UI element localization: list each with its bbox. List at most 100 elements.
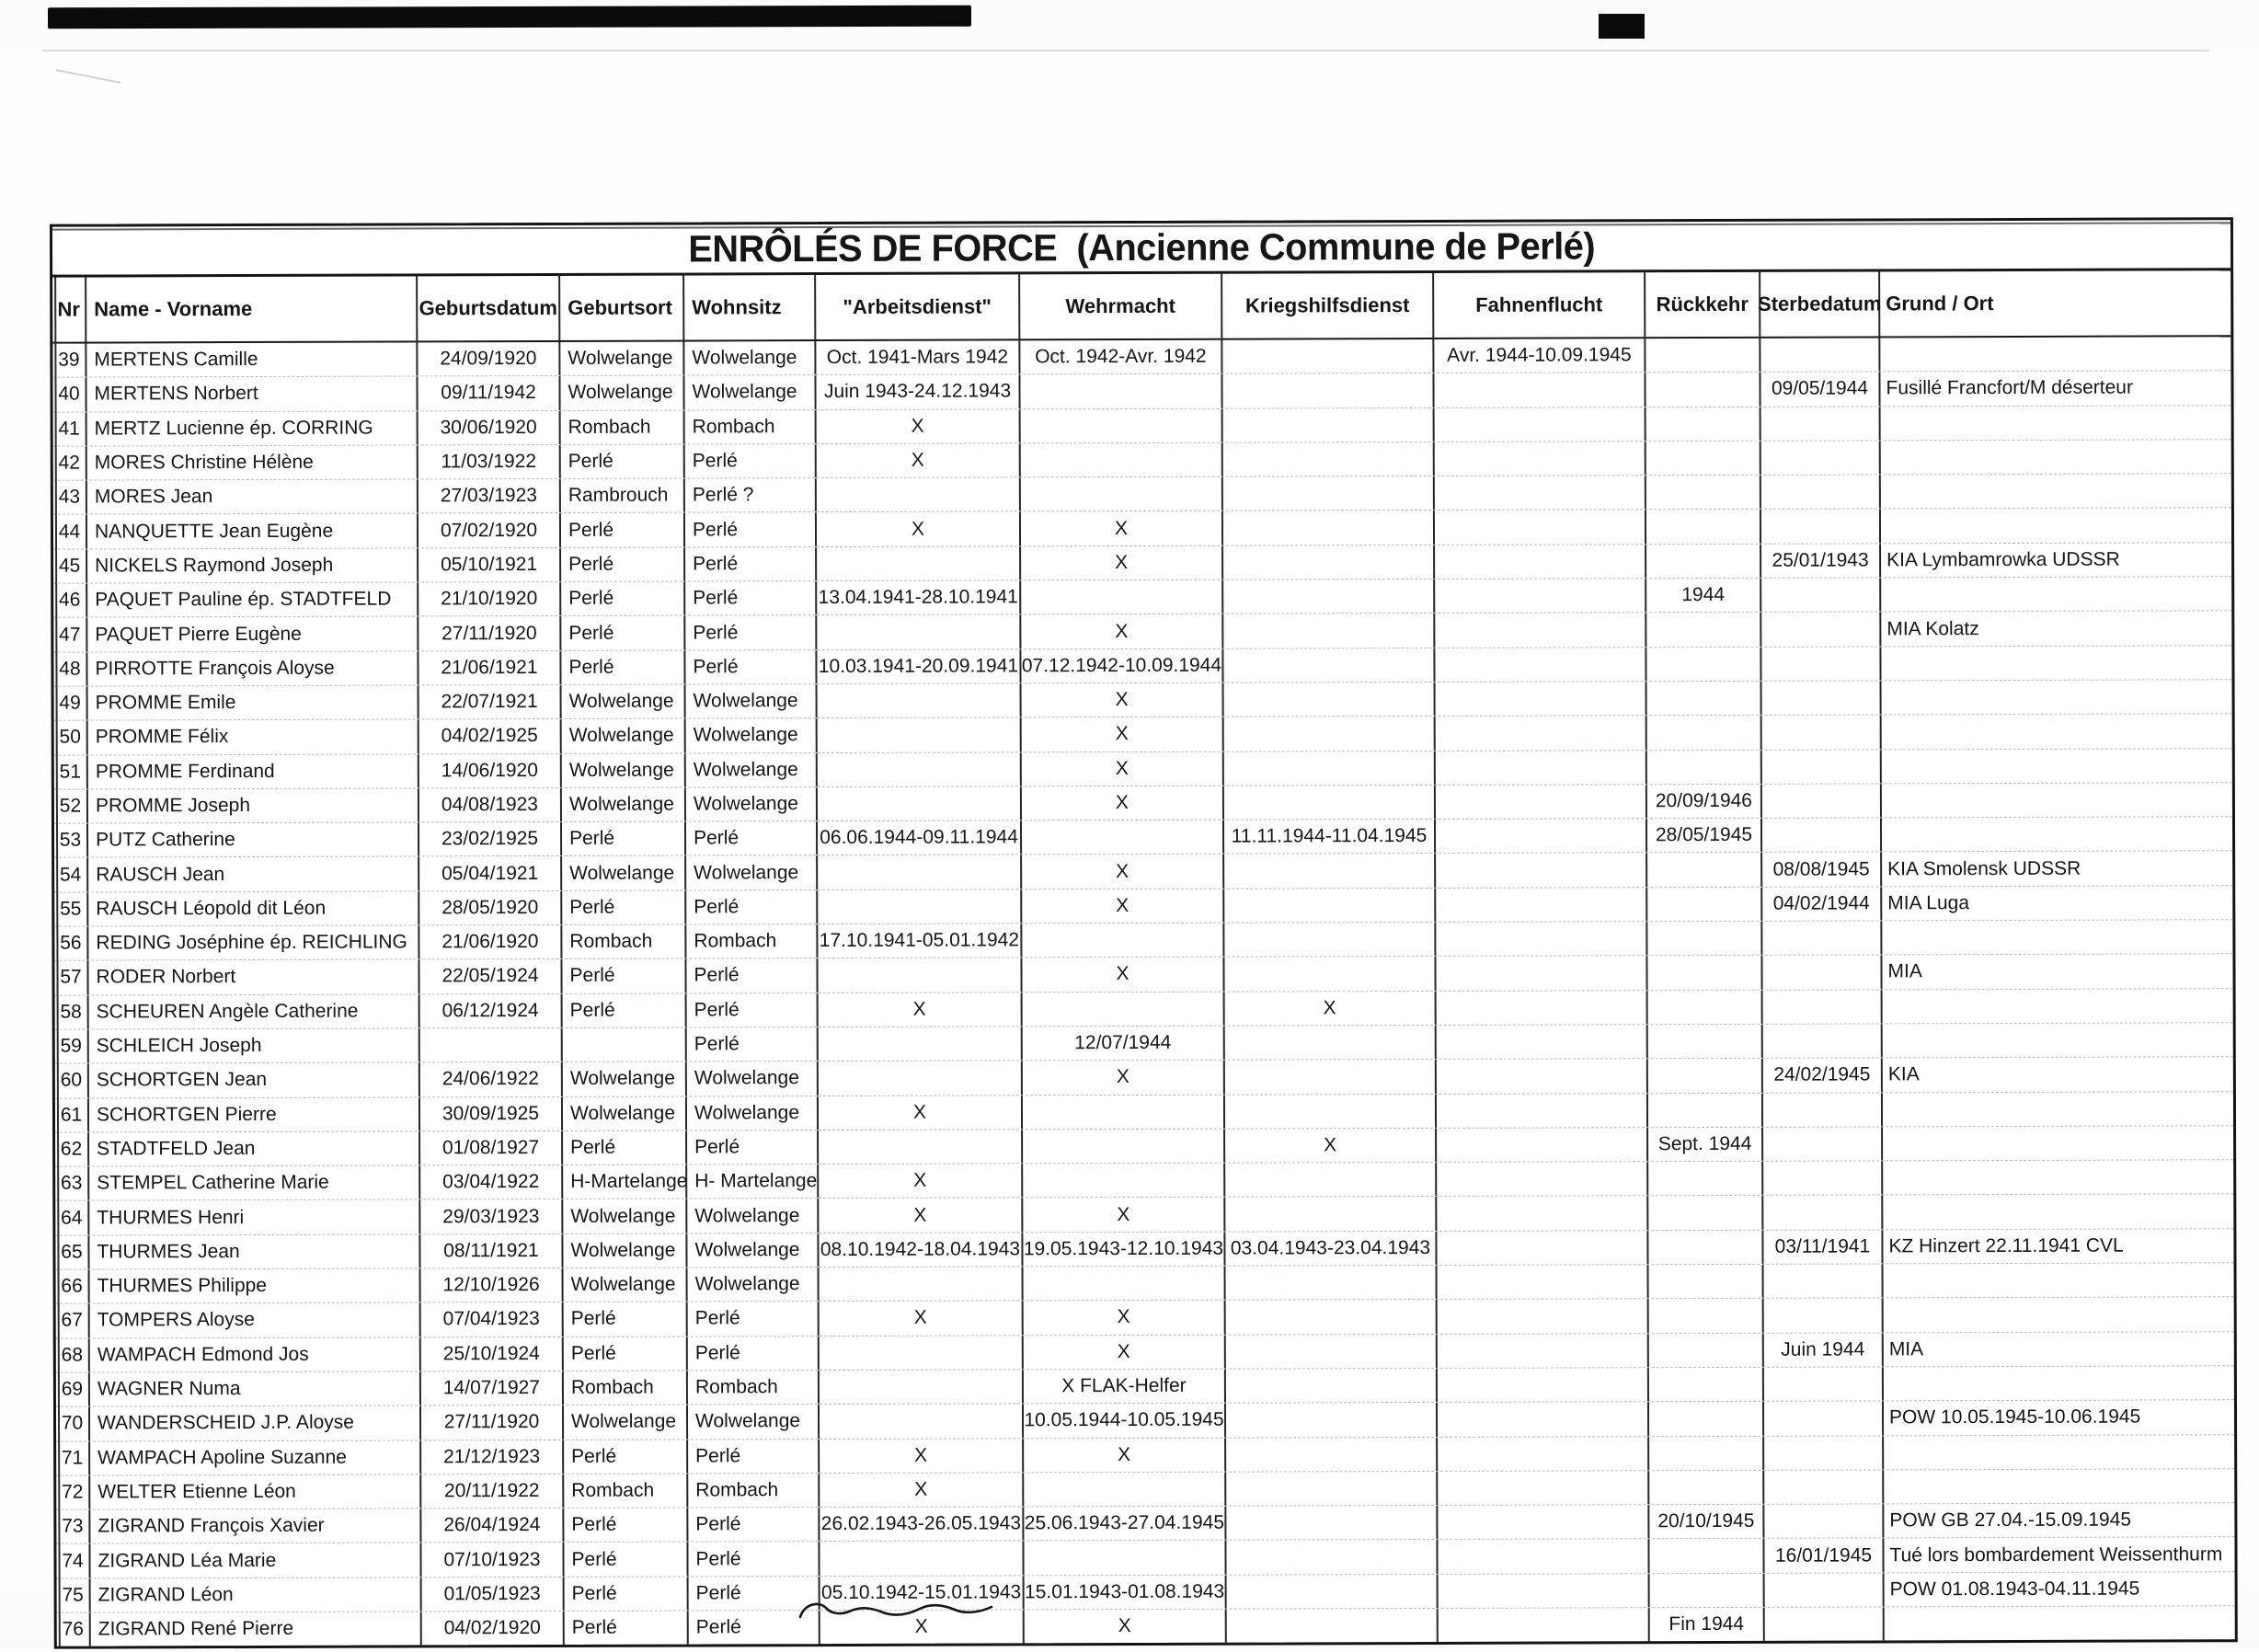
- table-cell: Perlé: [688, 1439, 820, 1474]
- table-cell: [1760, 441, 1881, 476]
- table-cell: X: [1225, 1128, 1438, 1163]
- table-cell: POW GB 27.04.-15.09.1945: [1889, 1509, 2132, 1532]
- table-cell: [1223, 717, 1436, 751]
- table-cell: Sept. 1944: [1648, 1127, 1764, 1162]
- table-cell: [1434, 373, 1646, 407]
- table-cell: TOMPERS Aloyse: [89, 1302, 421, 1338]
- table-cell: [1763, 1264, 1884, 1299]
- table-cell: 13.04.1941-28.10.1941: [817, 580, 1022, 615]
- table-cell: RAUSCH Léopold dit Léon: [88, 891, 420, 926]
- column-header: Kriegshilfsdienst: [1222, 272, 1435, 338]
- column-header: Name - Vorname: [86, 276, 419, 342]
- table-cell: [1648, 1161, 1764, 1196]
- table-cell: MORES Christine Hélène: [86, 445, 419, 480]
- page-title: ENRÔLÉS DE FORCE (Ancienne Commune de Pe…: [688, 224, 1596, 270]
- table-cell: [1222, 338, 1435, 373]
- table-cell: [1223, 579, 1436, 614]
- table-cell: X: [819, 1198, 1024, 1233]
- table-cell: [819, 1370, 1024, 1405]
- table-cell: Wolwelange: [687, 1268, 820, 1302]
- table-cell: Tué lors bombardement Weissenthurm: [1889, 1543, 2223, 1566]
- table-cell: Wolwelange: [561, 684, 686, 719]
- table-cell: Perlé: [688, 1542, 820, 1577]
- table-cell: [1225, 1368, 1438, 1403]
- table-cell: 1944: [1646, 578, 1762, 613]
- table-cell: [1225, 1403, 1439, 1438]
- table-cell: 17.10.1941-05.01.1942: [818, 924, 1023, 958]
- table-cell: [1882, 817, 2236, 852]
- table-cell: Wolwelange: [685, 786, 818, 821]
- table-cell: 26/04/1924: [421, 1509, 565, 1543]
- table-cell: [1763, 1127, 1884, 1161]
- table-cell: 40: [52, 377, 87, 412]
- table-cell: [819, 1267, 1024, 1302]
- table-cell: SCHLEICH Joseph: [88, 1028, 420, 1063]
- table-cell: 27/11/1920: [420, 1405, 565, 1440]
- table-cell: [818, 1061, 1023, 1096]
- table-cell: [1646, 338, 1761, 373]
- table-cell: [1225, 1265, 1438, 1300]
- table-cell: POW 01.08.1943-04.11.1945: [1889, 1577, 2140, 1600]
- table-cell: 04/02/1925: [419, 719, 562, 753]
- table-cell: [818, 889, 1023, 924]
- table-cell: Fin 1944: [1649, 1607, 1765, 1642]
- table-cell: 26.02.1943-26.05.1943: [820, 1507, 1025, 1542]
- table-cell: Perlé: [685, 581, 818, 615]
- table-cell: [1646, 441, 1761, 476]
- table-cell: [1222, 373, 1435, 408]
- table-cell: [1023, 1163, 1226, 1198]
- table-cell: X: [1023, 1335, 1226, 1370]
- table-cell: Oct. 1942-Avr. 1942: [1020, 339, 1223, 374]
- table-cell: 14/06/1920: [419, 753, 562, 788]
- table-cell: [1434, 442, 1646, 476]
- table-cell: Perlé: [685, 821, 819, 855]
- table-cell: Wolwelange: [562, 1061, 687, 1096]
- table-cell: [1649, 1470, 1765, 1505]
- table-cell: [1022, 1095, 1226, 1130]
- table-cell: 12/10/1926: [420, 1268, 564, 1302]
- table-cell: [1223, 614, 1436, 648]
- table-cell: Wolwelange: [687, 1233, 820, 1268]
- table-cell: 59: [54, 1029, 89, 1063]
- table-cell: [1764, 1435, 1885, 1470]
- table-cell: 07/10/1923: [421, 1543, 565, 1577]
- table-cell: 21/06/1921: [419, 650, 562, 685]
- table-cell: 42: [52, 446, 87, 480]
- table-cell: Fusillé Francfort/M déserteur: [1886, 376, 2133, 399]
- table-cell: [1883, 1160, 2237, 1195]
- table-cell: X: [1022, 1060, 1225, 1095]
- table-cell: 21/12/1923: [421, 1440, 565, 1474]
- table-cell: Perlé: [560, 513, 686, 547]
- table-cell: [1225, 1300, 1438, 1335]
- table-cell: Perlé: [563, 1130, 688, 1165]
- table-cell: [1436, 922, 1648, 957]
- table-cell: [1020, 442, 1223, 477]
- table-cell: [1436, 1025, 1648, 1060]
- table-cell: [1022, 992, 1225, 1027]
- table-cell: [1761, 681, 1882, 716]
- table-cell: [1880, 337, 2234, 372]
- table-cell: [1223, 545, 1436, 579]
- table-cell: 08/08/1945: [1762, 852, 1883, 887]
- table-cell: X: [816, 408, 1021, 443]
- table-cell: 20/10/1945: [1649, 1504, 1765, 1539]
- column-header: Rückkehr: [1646, 271, 1761, 338]
- table-cell: 04/02/1920: [421, 1611, 565, 1646]
- table-cell: SCHEUREN Angèle Catherine: [88, 994, 420, 1029]
- table-cell: 46: [53, 583, 88, 618]
- table-cell: X: [1022, 855, 1225, 889]
- table-cell: [818, 958, 1023, 992]
- table-cell: [1435, 785, 1647, 820]
- table-cell: [817, 786, 1022, 821]
- table-cell: [1649, 1539, 1765, 1573]
- table-cell: [1224, 923, 1437, 958]
- table-cell: MERTENS Camille: [86, 342, 419, 377]
- table-cell: [818, 855, 1023, 889]
- table-cell: POW 10.05.1945-10.06.1945: [1888, 1405, 2141, 1428]
- table-cell: [1647, 1093, 1764, 1128]
- table-cell: Avr. 1944-10.09.1945: [1434, 338, 1646, 373]
- table-cell: [1438, 1573, 1650, 1608]
- table-cell: X: [820, 1473, 1025, 1508]
- table-cell: [1884, 1263, 2238, 1298]
- scan-artifact-corner-block: [1599, 14, 1645, 39]
